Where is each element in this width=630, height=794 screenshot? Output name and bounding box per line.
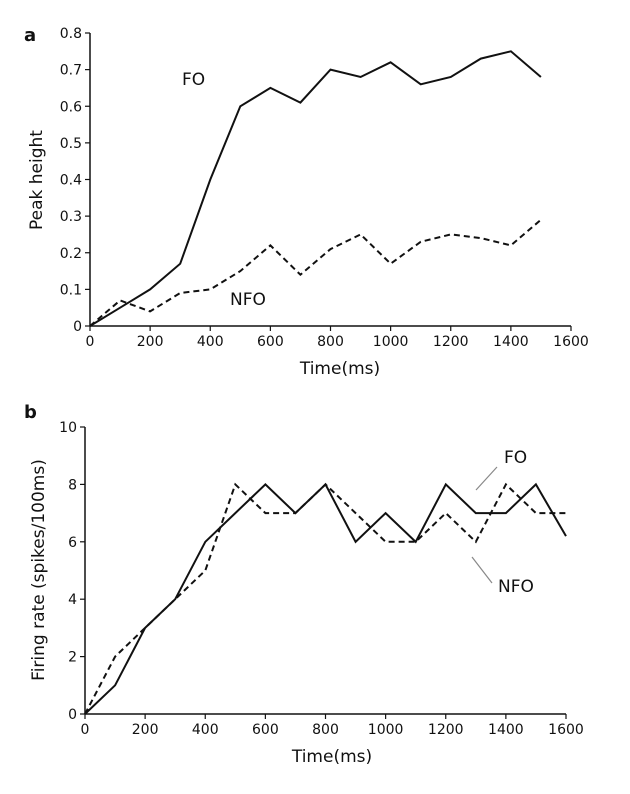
- y-tick-label: 0: [73, 319, 82, 335]
- x-tick-label: 1000: [373, 334, 409, 350]
- series-label-fo: FO: [182, 70, 205, 90]
- y-axis-title: Firing rate (spikes/100ms): [29, 459, 49, 681]
- x-tick-label: 200: [137, 334, 164, 350]
- x-tick-label: 600: [252, 722, 279, 738]
- x-tick-label: 400: [197, 334, 224, 350]
- y-tick-label: 0: [68, 707, 77, 723]
- series-line-nfo: [84, 482, 566, 715]
- y-tick-label: 0.5: [60, 136, 82, 152]
- x-tick-label: 1600: [548, 722, 584, 738]
- x-tick-label: 800: [317, 334, 344, 350]
- x-tick-label: 1600: [553, 334, 589, 350]
- y-tick-label: 0.1: [60, 282, 82, 298]
- y-tick-label: 0.4: [60, 173, 82, 189]
- x-tick-label: 0: [81, 722, 90, 738]
- y-tick-label: 0.7: [60, 63, 82, 79]
- series-label-fo: FO: [504, 448, 527, 468]
- panel-label: b: [24, 402, 37, 423]
- y-tick-label: 0.6: [60, 99, 82, 115]
- series-label-nfo: NFO: [498, 577, 534, 597]
- y-tick-label: 10: [59, 420, 77, 436]
- series-line-fo: [89, 50, 542, 327]
- y-tick-label: 0.8: [60, 26, 82, 42]
- x-tick-label: 1400: [488, 722, 524, 738]
- x-tick-label: 0: [86, 334, 95, 350]
- y-tick-label: 6: [68, 535, 77, 551]
- chart-panel-b: b 0 200 400 600 800 1000 1200 1400 1600 0 2 4 6 8 10 Tim…: [24, 402, 584, 767]
- y-tick-label: 8: [68, 477, 77, 493]
- y-axis-title: Peak height: [27, 130, 47, 230]
- x-tick-label: 200: [132, 722, 159, 738]
- series-label-nfo: NFO: [230, 290, 266, 310]
- x-axis-title: Time(ms): [299, 359, 380, 379]
- series-line-fo: [84, 482, 567, 715]
- series-label-leader: [475, 466, 498, 491]
- chart-panel-a: a 0 200 400 600 800 1000 1200 1400 1600 0 0.1 0.2 0.3…: [24, 25, 589, 379]
- x-tick-label: 600: [257, 334, 284, 350]
- x-tick-label: 1200: [428, 722, 464, 738]
- y-tick-label: 0.3: [60, 209, 82, 225]
- x-tick-label: 1400: [493, 334, 529, 350]
- x-tick-label: 1000: [368, 722, 404, 738]
- y-tick-label: 4: [68, 592, 77, 608]
- x-tick-label: 400: [192, 722, 219, 738]
- series-label-leader: [471, 556, 493, 584]
- x-tick-label: 800: [312, 722, 339, 738]
- y-tick-label: 2: [68, 650, 77, 666]
- x-tick-label: 1200: [433, 334, 469, 350]
- series-line-nfo: [89, 219, 542, 327]
- y-tick-label: 0.2: [60, 246, 82, 262]
- x-axis-title: Time(ms): [291, 747, 372, 767]
- panel-label: a: [24, 25, 36, 46]
